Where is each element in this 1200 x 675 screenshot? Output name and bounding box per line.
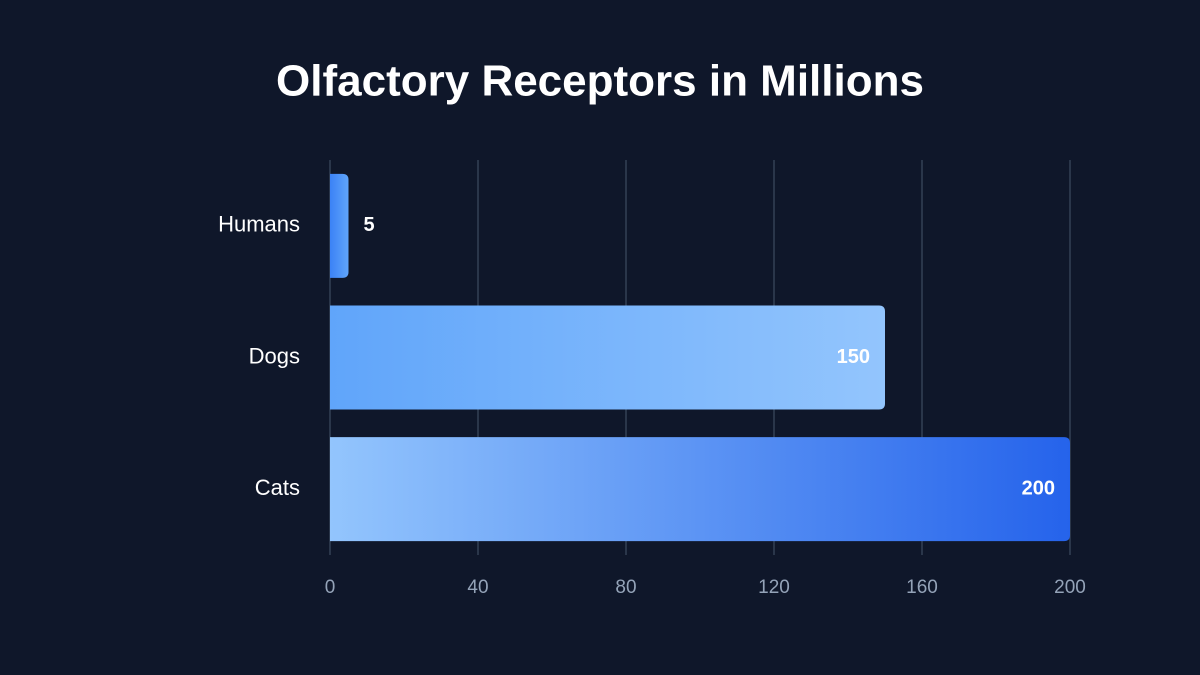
x-tick-label: 160 (906, 577, 938, 598)
bar (330, 173, 349, 278)
bar (330, 437, 1070, 542)
y-tick-label: Cats (255, 475, 300, 500)
x-tick-label: 120 (758, 577, 790, 598)
x-tick-label: 40 (467, 577, 488, 598)
x-tick-label: 200 (1054, 577, 1086, 598)
y-tick-label: Dogs (249, 343, 300, 368)
value-label: 200 (1022, 477, 1055, 499)
value-label: 5 (364, 214, 375, 236)
x-tick-label: 0 (325, 577, 336, 598)
x-tick-label: 80 (615, 577, 636, 598)
bar (330, 305, 885, 410)
chart-title: Olfactory Receptors in Millions (276, 57, 924, 106)
y-tick-label: Humans (218, 212, 300, 237)
value-label: 150 (837, 346, 870, 368)
